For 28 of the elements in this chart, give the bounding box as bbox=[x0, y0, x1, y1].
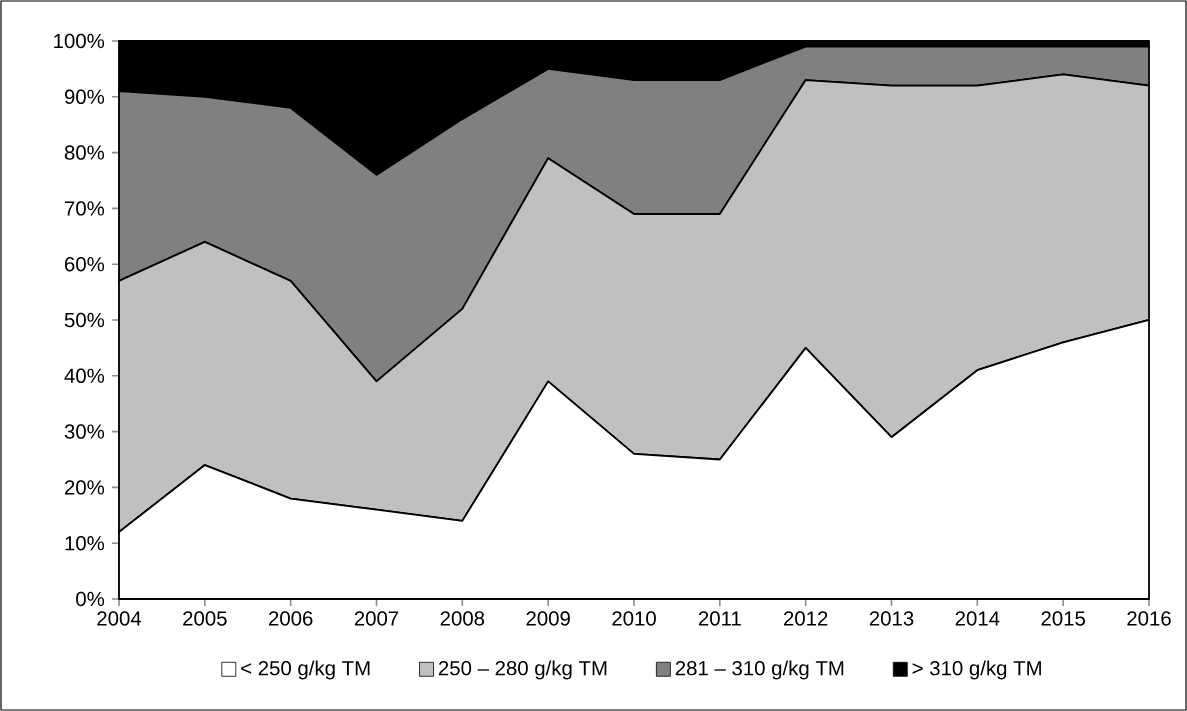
legend-label: < 250 g/kg TM bbox=[241, 660, 370, 680]
x-tick-label: 2013 bbox=[869, 611, 914, 626]
legend-label: > 310 g/kg TM bbox=[912, 660, 1041, 680]
y-tick-label: 60% bbox=[65, 256, 105, 272]
y-tick-label: 50% bbox=[64, 312, 105, 328]
x-tick-label: 2010 bbox=[612, 611, 656, 626]
y-tick-label: 90% bbox=[64, 89, 105, 104]
y-tick-label: 20% bbox=[65, 480, 105, 495]
x-tick-label: 2009 bbox=[526, 611, 570, 626]
y-tick-label: 10% bbox=[65, 535, 105, 551]
legend-label: 250 – 280 g/kg TM bbox=[438, 660, 607, 680]
x-tick-label: 2014 bbox=[955, 611, 1000, 626]
x-tick-label: 2007 bbox=[354, 611, 399, 626]
x-tick-label: 2016 bbox=[1127, 611, 1171, 626]
x-tick-label: 2015 bbox=[1041, 611, 1086, 626]
y-tick-label: 100% bbox=[54, 33, 105, 49]
x-tick-label: 2004 bbox=[97, 611, 142, 626]
x-tick-label: 2008 bbox=[440, 611, 485, 626]
y-tick-label: 30% bbox=[64, 424, 105, 439]
y-tick-label: 80% bbox=[64, 145, 105, 160]
x-tick-label: 2006 bbox=[269, 611, 313, 626]
y-tick-label: 40% bbox=[64, 368, 105, 384]
x-tick-label: 2005 bbox=[183, 611, 227, 626]
legend-label: 281 – 310 g/kg TM bbox=[675, 660, 844, 680]
y-tick-label: 70% bbox=[65, 201, 105, 216]
x-tick-label: 2012 bbox=[784, 611, 828, 626]
y-tick-label: 0% bbox=[76, 591, 105, 607]
x-tick-label: 2011 bbox=[698, 611, 741, 626]
